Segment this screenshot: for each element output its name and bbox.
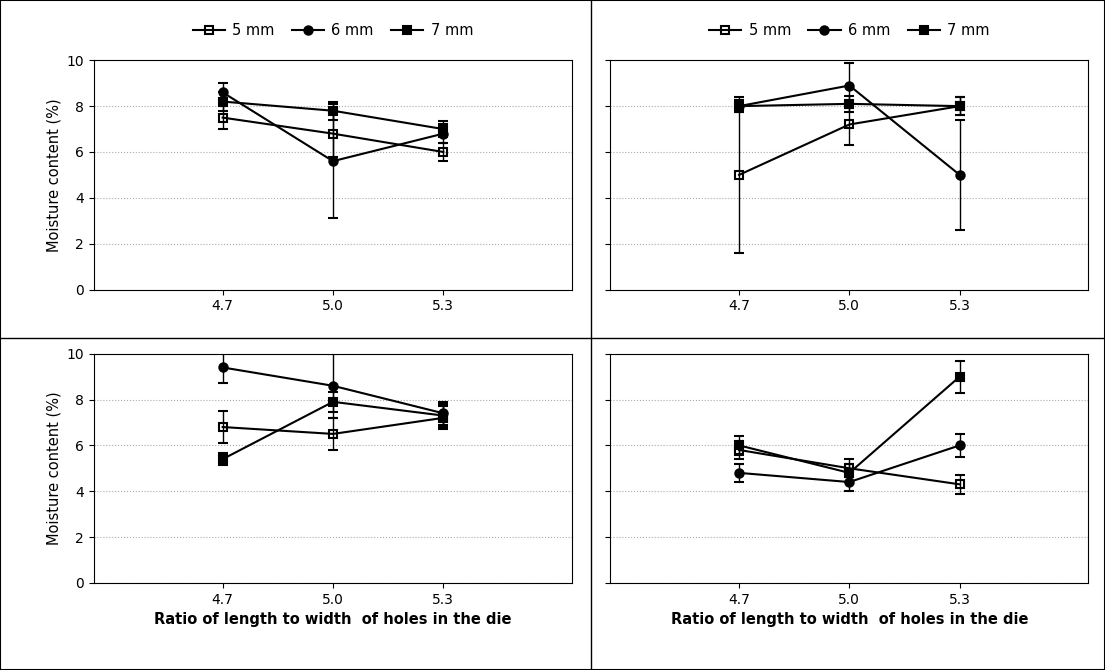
Y-axis label: Moisture content (%): Moisture content (%) [46,98,61,252]
X-axis label: Ratio of length to width  of holes in the die: Ratio of length to width of holes in the… [155,612,512,627]
Y-axis label: Moisture content (%): Moisture content (%) [46,391,61,545]
Legend: 5 mm, 6 mm, 7 mm: 5 mm, 6 mm, 7 mm [187,17,478,44]
Legend: 5 mm, 6 mm, 7 mm: 5 mm, 6 mm, 7 mm [704,17,996,44]
X-axis label: Ratio of length to width  of holes in the die: Ratio of length to width of holes in the… [671,612,1028,627]
